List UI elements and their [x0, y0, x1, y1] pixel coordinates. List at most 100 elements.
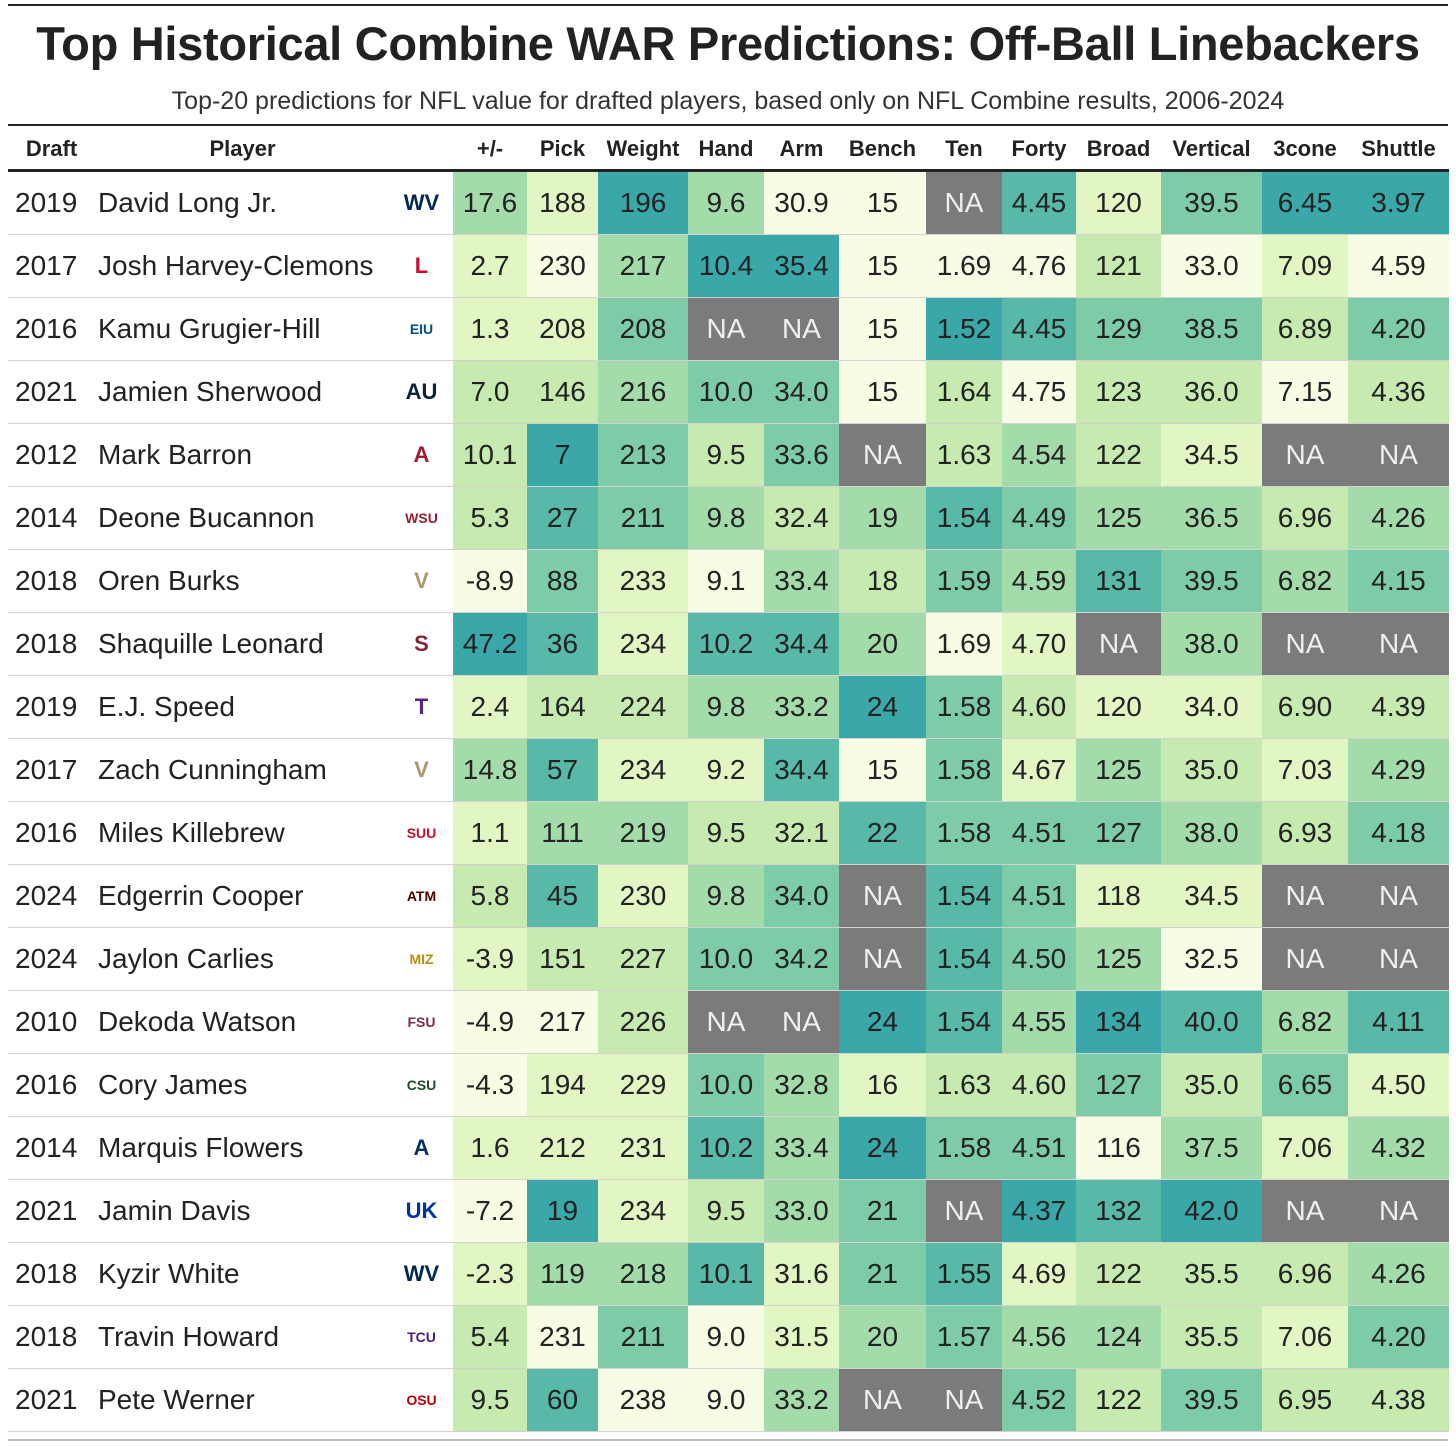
stat-cell-ten: 1.69 — [926, 234, 1002, 298]
stat-cell-weight: 229 — [598, 1053, 688, 1117]
header-row: Draft Player +/- Pick Weight Hand Arm Bench Ten F… — [8, 129, 1449, 171]
stat-cell-pm: -2.3 — [453, 1242, 527, 1306]
stat-cell-forty: 4.67 — [1002, 738, 1076, 802]
stat-cell-pm: 5.4 — [453, 1305, 527, 1369]
school-logo-icon: UK — [405, 1198, 438, 1224]
stat-cell-forty: 4.45 — [1002, 297, 1076, 361]
stat-cell-pick: 7 — [527, 423, 598, 487]
school-logo-cell: TCU — [390, 1305, 453, 1369]
stat-cell-arm: 34.4 — [764, 738, 839, 802]
stat-cell-weight: 217 — [598, 234, 688, 298]
stat-cell-forty: 4.49 — [1002, 486, 1076, 550]
school-logo-icon: S — [414, 631, 429, 657]
stat-cell-hand: 10.2 — [688, 612, 764, 676]
school-logo-icon: A — [413, 1135, 430, 1161]
stat-cell-shuttle: 4.20 — [1348, 1305, 1449, 1369]
stat-cell-forty: 4.70 — [1002, 612, 1076, 676]
stat-cell-weight: 196 — [598, 170, 688, 235]
player-name: Deone Bucannon — [95, 486, 390, 550]
stat-cell-cone: NA — [1262, 927, 1348, 991]
stat-cell-pm: 9.5 — [453, 1368, 527, 1432]
school-logo-cell: UK — [390, 1179, 453, 1243]
stat-cell-pick: 151 — [527, 927, 598, 991]
player-name: Mark Barron — [95, 423, 390, 487]
chart-title: Top Historical Combine WAR Predictions: … — [36, 17, 1420, 70]
stat-cell-arm: 33.2 — [764, 1368, 839, 1432]
stat-cell-pick: 45 — [527, 864, 598, 928]
stat-cell-vertical: 39.5 — [1161, 1368, 1262, 1432]
draft-year: 2017 — [8, 234, 95, 298]
school-logo-cell: L — [390, 234, 453, 298]
stat-cell-weight: 234 — [598, 738, 688, 802]
stat-cell-bench: 15 — [839, 234, 926, 298]
stat-cell-bench: 21 — [839, 1242, 926, 1306]
stat-cell-hand: 10.4 — [688, 234, 764, 298]
draft-year: 2017 — [8, 738, 95, 802]
draft-year: 2021 — [8, 1368, 95, 1432]
stat-cell-vertical: 34.5 — [1161, 864, 1262, 928]
stat-cell-shuttle: 4.20 — [1348, 297, 1449, 361]
stat-cell-forty: 4.37 — [1002, 1179, 1076, 1243]
stat-cell-bench: 24 — [839, 1116, 926, 1180]
stat-cell-bench: 15 — [839, 170, 926, 235]
stat-cell-pick: 230 — [527, 234, 598, 298]
stat-cell-pick: 164 — [527, 675, 598, 739]
stat-cell-ten: 1.52 — [926, 297, 1002, 361]
stat-cell-arm: 33.6 — [764, 423, 839, 487]
player-name: Jamien Sherwood — [95, 360, 390, 424]
stat-cell-cone: 6.95 — [1262, 1368, 1348, 1432]
stat-cell-bench: 15 — [839, 297, 926, 361]
draft-year: 2019 — [8, 675, 95, 739]
stat-cell-arm: NA — [764, 990, 839, 1054]
stat-cell-shuttle: NA — [1348, 612, 1449, 676]
stat-cell-cone: 6.96 — [1262, 486, 1348, 550]
stat-cell-vertical: 40.0 — [1161, 990, 1262, 1054]
stat-cell-weight: 218 — [598, 1242, 688, 1306]
stat-cell-forty: 4.56 — [1002, 1305, 1076, 1369]
school-logo-cell: OSU — [390, 1368, 453, 1432]
school-logo-icon: FSU — [407, 1014, 436, 1031]
stat-cell-forty: 4.69 — [1002, 1242, 1076, 1306]
player-name: Josh Harvey-Clemons — [95, 234, 390, 298]
draft-year: 2016 — [8, 297, 95, 361]
stat-cell-pm: -4.9 — [453, 990, 527, 1054]
stat-cell-arm: 31.6 — [764, 1242, 839, 1306]
stat-cell-arm: 34.4 — [764, 612, 839, 676]
stat-cell-broad: NA — [1076, 612, 1161, 676]
stat-cell-pm: 1.6 — [453, 1116, 527, 1180]
school-logo-icon: CSU — [406, 1077, 437, 1094]
school-logo-cell: EIU — [390, 297, 453, 361]
column-header: Vertical — [1172, 136, 1251, 161]
stat-cell-pick: 19 — [527, 1179, 598, 1243]
stat-cell-hand: 9.5 — [688, 1179, 764, 1243]
stat-cell-shuttle: NA — [1348, 423, 1449, 487]
stat-cell-hand: 9.2 — [688, 738, 764, 802]
stat-cell-pick: 27 — [527, 486, 598, 550]
combine-table: Draft Player +/- Pick Weight Hand Arm Bench Ten F… — [8, 129, 1449, 1432]
stat-cell-broad: 125 — [1076, 927, 1161, 991]
stat-cell-bench: 22 — [839, 801, 926, 865]
player-name: Jamin Davis — [95, 1179, 390, 1243]
stat-cell-shuttle: 4.29 — [1348, 738, 1449, 802]
player-name: David Long Jr. — [95, 170, 390, 235]
stat-cell-hand: 9.0 — [688, 1305, 764, 1369]
stat-cell-ten: 1.54 — [926, 990, 1002, 1054]
school-logo-icon: WV — [403, 1261, 440, 1287]
stat-cell-weight: 216 — [598, 360, 688, 424]
stat-cell-pick: 188 — [527, 170, 598, 235]
stat-cell-pm: -7.2 — [453, 1179, 527, 1243]
stat-cell-vertical: 34.0 — [1161, 675, 1262, 739]
player-name: Cory James — [95, 1053, 390, 1117]
stat-cell-ten: 1.58 — [926, 675, 1002, 739]
school-logo-cell: ATM — [390, 864, 453, 928]
table-row: 2016 Cory James CSU -4.3 194 229 10.0 32.8 16 1.6… — [8, 1053, 1449, 1117]
player-name: Dekoda Watson — [95, 990, 390, 1054]
stat-cell-shuttle: 4.32 — [1348, 1116, 1449, 1180]
stat-cell-vertical: 35.0 — [1161, 1053, 1262, 1117]
stat-cell-hand: 9.5 — [688, 801, 764, 865]
stat-cell-broad: 122 — [1076, 423, 1161, 487]
table-row: 2014 Deone Bucannon WSU 5.3 27 211 9.8 32.4 19 1.… — [8, 486, 1449, 550]
stat-cell-cone: 7.06 — [1262, 1116, 1348, 1180]
school-logo-icon: A — [413, 442, 430, 468]
stat-cell-broad: 131 — [1076, 549, 1161, 613]
